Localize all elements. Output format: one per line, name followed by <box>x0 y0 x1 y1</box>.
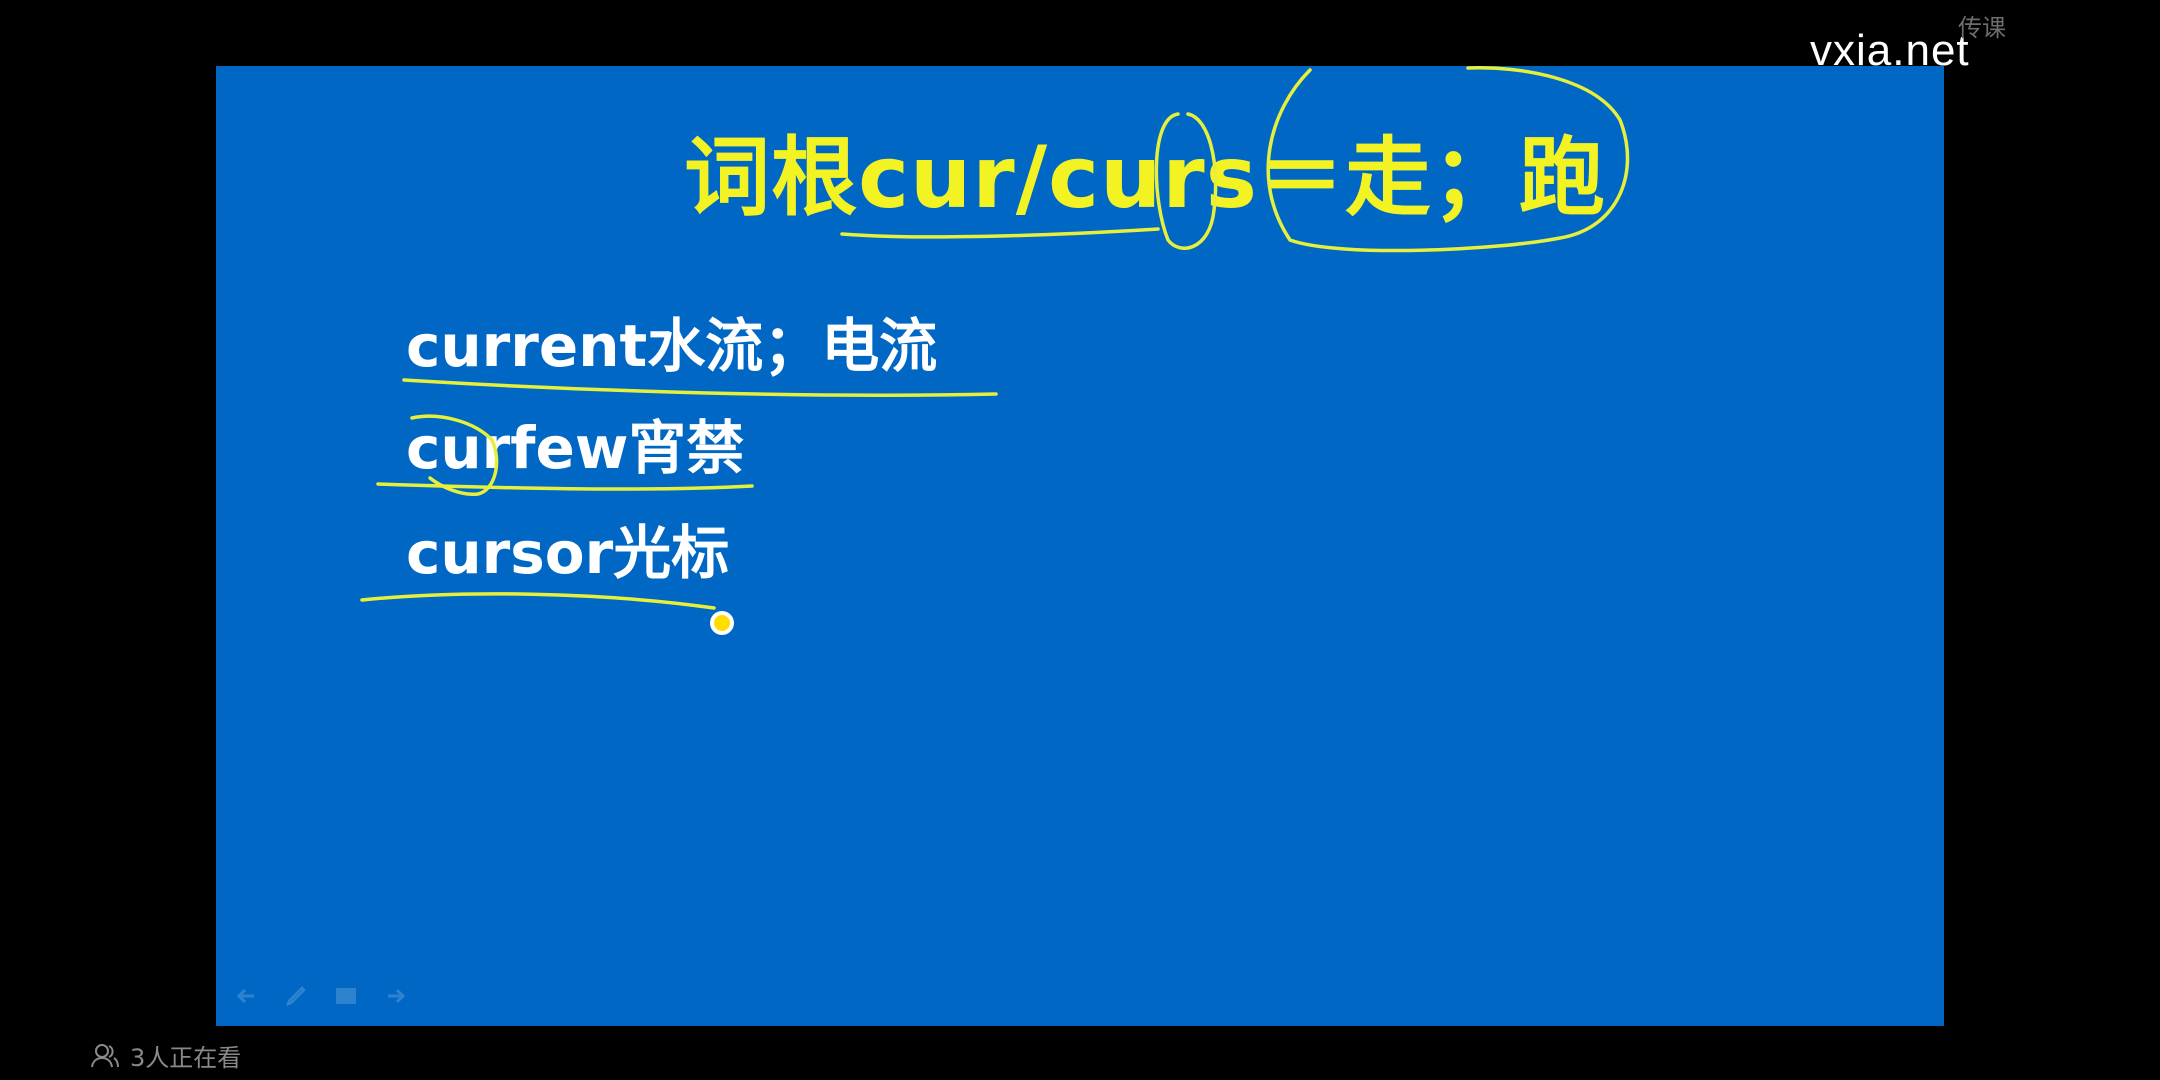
word-item-current: current水流；电流 <box>406 312 938 380</box>
back-arrow-icon[interactable] <box>230 980 262 1012</box>
laser-pointer-icon <box>710 611 734 635</box>
viewer-count: 3人正在看 <box>90 1038 241 1073</box>
people-icon <box>91 1043 119 1067</box>
forward-arrow-icon[interactable] <box>380 980 412 1012</box>
pen-icon[interactable] <box>280 980 312 1012</box>
slide: 词根cur/curs＝走；跑 current水流；电流 curfew宵禁 cur… <box>216 66 1944 1026</box>
word-item-cursor: cursor光标 <box>406 519 730 587</box>
slide-toolbar <box>230 980 412 1012</box>
menu-icon[interactable] <box>330 980 362 1012</box>
viewer-count-label: 3人正在看 <box>130 1044 242 1072</box>
slide-title: 词根cur/curs＝走；跑 <box>684 128 1606 228</box>
site-watermark-sub: 传课 <box>1958 14 2006 42</box>
site-watermark: vxia.net <box>1810 26 1970 75</box>
word-item-curfew: curfew宵禁 <box>406 414 745 482</box>
